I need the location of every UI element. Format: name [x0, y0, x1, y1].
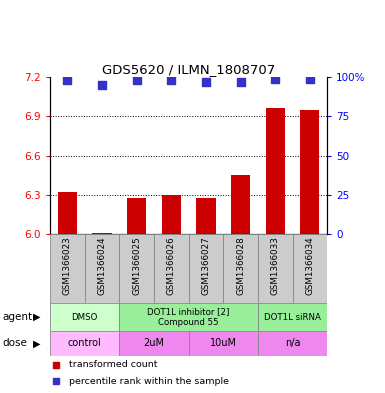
- Point: [52, 362, 59, 368]
- Bar: [196, 198, 216, 234]
- Bar: [258, 234, 293, 303]
- Text: control: control: [68, 338, 102, 349]
- Text: ▶: ▶: [33, 338, 40, 349]
- Text: DMSO: DMSO: [72, 313, 98, 321]
- Text: GSM1366024: GSM1366024: [97, 236, 107, 295]
- Point: [134, 77, 140, 83]
- Text: DOT1L siRNA: DOT1L siRNA: [264, 313, 321, 321]
- Point: [203, 79, 209, 85]
- Bar: [266, 108, 285, 234]
- Bar: [50, 234, 85, 303]
- Text: n/a: n/a: [285, 338, 300, 349]
- Bar: [50, 331, 119, 356]
- Bar: [189, 331, 258, 356]
- Point: [52, 378, 59, 384]
- Point: [99, 82, 105, 88]
- Point: [64, 77, 70, 83]
- Bar: [154, 234, 189, 303]
- Text: GSM1366023: GSM1366023: [63, 236, 72, 295]
- Bar: [258, 331, 327, 356]
- Bar: [223, 234, 258, 303]
- Text: GSM1366033: GSM1366033: [271, 236, 280, 295]
- Bar: [119, 331, 189, 356]
- Bar: [162, 195, 181, 234]
- Bar: [293, 234, 327, 303]
- Point: [307, 75, 313, 82]
- Text: GSM1366027: GSM1366027: [201, 236, 211, 295]
- Bar: [92, 233, 112, 234]
- Bar: [119, 234, 154, 303]
- Text: 10uM: 10uM: [210, 338, 237, 349]
- Bar: [119, 303, 258, 331]
- Point: [238, 79, 244, 85]
- Bar: [258, 303, 327, 331]
- Text: agent: agent: [2, 312, 32, 322]
- Text: GSM1366034: GSM1366034: [305, 236, 315, 295]
- Text: GSM1366028: GSM1366028: [236, 236, 245, 295]
- Text: GSM1366025: GSM1366025: [132, 236, 141, 295]
- Text: dose: dose: [2, 338, 27, 349]
- Text: DOT1L inhibitor [2]
Compound 55: DOT1L inhibitor [2] Compound 55: [147, 307, 230, 327]
- Bar: [58, 192, 77, 234]
- Text: percentile rank within the sample: percentile rank within the sample: [69, 376, 229, 386]
- Text: 2uM: 2uM: [144, 338, 164, 349]
- Point: [168, 77, 174, 83]
- Title: GDS5620 / ILMN_1808707: GDS5620 / ILMN_1808707: [102, 63, 275, 76]
- Text: transformed count: transformed count: [69, 360, 158, 369]
- Bar: [300, 110, 320, 234]
- Bar: [85, 234, 119, 303]
- Bar: [189, 234, 223, 303]
- Bar: [127, 198, 146, 234]
- Bar: [231, 175, 250, 234]
- Point: [272, 75, 278, 82]
- Bar: [50, 303, 119, 331]
- Text: GSM1366026: GSM1366026: [167, 236, 176, 295]
- Text: ▶: ▶: [33, 312, 40, 322]
